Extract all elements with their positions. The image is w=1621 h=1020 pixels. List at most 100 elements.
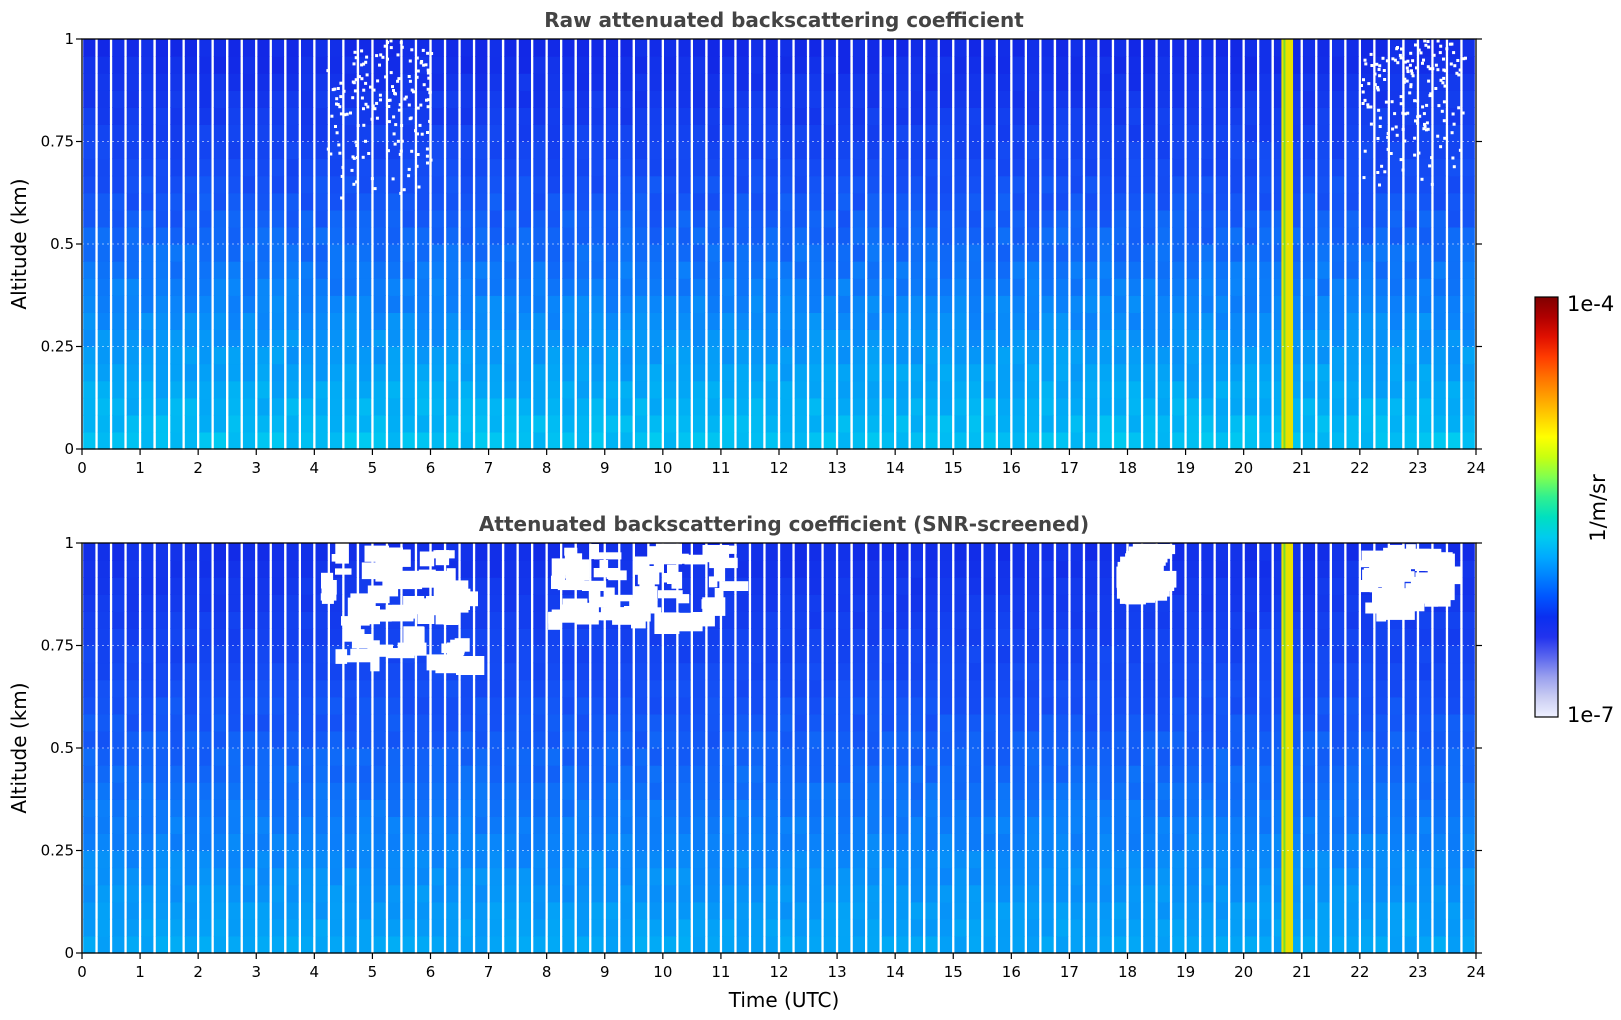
x-tick-label: 8 — [542, 459, 552, 477]
heatmap-cell — [809, 901, 822, 920]
heatmap-cell — [417, 380, 430, 399]
x-tick-label: 24 — [1466, 459, 1485, 477]
heatmap-cell — [751, 594, 764, 612]
heatmap-cell — [1244, 577, 1257, 595]
heatmap-cell — [1128, 397, 1141, 416]
heatmap-cell — [678, 414, 691, 433]
heatmap-cell — [388, 397, 401, 416]
heatmap-cell — [286, 748, 299, 766]
noise-speck — [1366, 105, 1370, 109]
heatmap-cell — [155, 295, 168, 313]
heatmap-cell — [460, 56, 473, 74]
heatmap-cell — [1041, 175, 1054, 194]
noise-speck — [1439, 78, 1443, 82]
heatmap-cell — [184, 577, 197, 595]
heatmap-cell — [576, 816, 590, 834]
heatmap-cell — [504, 611, 517, 629]
heatmap-cell — [1157, 56, 1170, 74]
heatmap-cell — [518, 278, 531, 296]
heatmap-cell — [649, 884, 662, 903]
heatmap-cell — [635, 901, 648, 920]
heatmap-cell — [998, 278, 1011, 296]
heatmap-cell — [213, 295, 226, 313]
heatmap-cell — [635, 329, 648, 348]
heatmap-cell — [359, 884, 372, 903]
heatmap-cell — [315, 782, 328, 800]
heatmap-cell — [1099, 679, 1112, 698]
heatmap-cell — [896, 141, 909, 160]
heatmap-cell — [620, 329, 633, 348]
heatmap-cell — [170, 799, 183, 817]
heatmap-cell — [199, 278, 212, 296]
heatmap-cell — [1332, 611, 1345, 629]
heatmap-cell — [344, 226, 357, 245]
heatmap-cell — [330, 867, 343, 886]
heatmap-cell — [242, 628, 256, 647]
heatmap-cell — [301, 543, 314, 561]
noise-speck — [1430, 182, 1434, 186]
heatmap-cell — [881, 56, 894, 74]
heatmap-cell — [838, 39, 851, 57]
heatmap-cell — [1070, 560, 1083, 578]
noise-speck — [1386, 132, 1390, 135]
heatmap-cell — [1056, 278, 1069, 296]
heatmap-cell — [939, 124, 953, 143]
heatmap-cell — [533, 730, 546, 749]
heatmap-cell — [620, 713, 633, 732]
heatmap-cell — [1056, 696, 1069, 715]
heatmap-cell — [228, 175, 241, 194]
heatmap-cell — [751, 346, 764, 365]
heatmap-cell — [1157, 816, 1170, 834]
heatmap-cell — [1172, 397, 1185, 416]
heatmap-cell — [97, 782, 110, 800]
heatmap-cell — [664, 278, 677, 296]
heatmap-cell — [620, 175, 633, 194]
heatmap-cell — [1056, 628, 1069, 647]
heatmap-cell — [446, 696, 459, 715]
heatmap-cell — [707, 696, 720, 715]
heatmap-cell — [576, 645, 590, 664]
heatmap-cell — [431, 884, 444, 903]
heatmap-cell — [83, 918, 96, 937]
heatmap-cell — [591, 884, 604, 903]
heatmap-cell — [867, 90, 880, 108]
heatmap-cell — [533, 850, 546, 869]
heatmap-cell — [605, 226, 619, 245]
heatmap-cell — [126, 244, 139, 262]
heatmap-cell — [417, 175, 430, 194]
heatmap-cell — [301, 918, 314, 937]
heatmap-cell — [228, 295, 241, 313]
heatmap-cell — [1099, 261, 1112, 279]
heatmap-cell — [1302, 158, 1316, 177]
heatmap-cell — [388, 884, 401, 903]
heatmap-cell — [271, 312, 285, 330]
heatmap-cell — [649, 867, 662, 886]
heatmap-cell — [881, 543, 894, 561]
heatmap-cell — [1375, 884, 1388, 903]
heatmap-cell — [881, 765, 894, 783]
heatmap-cell — [518, 935, 531, 954]
heatmap-cell — [388, 850, 401, 869]
heatmap-cell — [881, 312, 894, 330]
heatmap-cell — [213, 645, 226, 664]
heatmap-cell — [852, 431, 865, 450]
heatmap-cell — [489, 414, 502, 433]
heatmap-cell — [1317, 192, 1330, 211]
heatmap-cell — [852, 611, 865, 629]
heatmap-cell — [213, 175, 226, 194]
heatmap-cell — [693, 39, 706, 57]
heatmap-cell — [330, 158, 343, 177]
heatmap-cell — [751, 380, 764, 399]
heatmap-cell — [359, 346, 372, 365]
heatmap-cell — [1085, 543, 1098, 561]
heatmap-cell — [388, 748, 401, 766]
heatmap-cell — [1186, 901, 1199, 920]
heatmap-cell — [1332, 628, 1345, 647]
heatmap-cell — [126, 611, 139, 629]
heatmap-cell — [1128, 278, 1141, 296]
noise-speck — [338, 105, 342, 109]
heatmap-cell — [112, 107, 125, 125]
heatmap-cell — [1433, 765, 1446, 783]
heatmap-cell — [968, 329, 982, 348]
heatmap-cell — [460, 90, 473, 108]
